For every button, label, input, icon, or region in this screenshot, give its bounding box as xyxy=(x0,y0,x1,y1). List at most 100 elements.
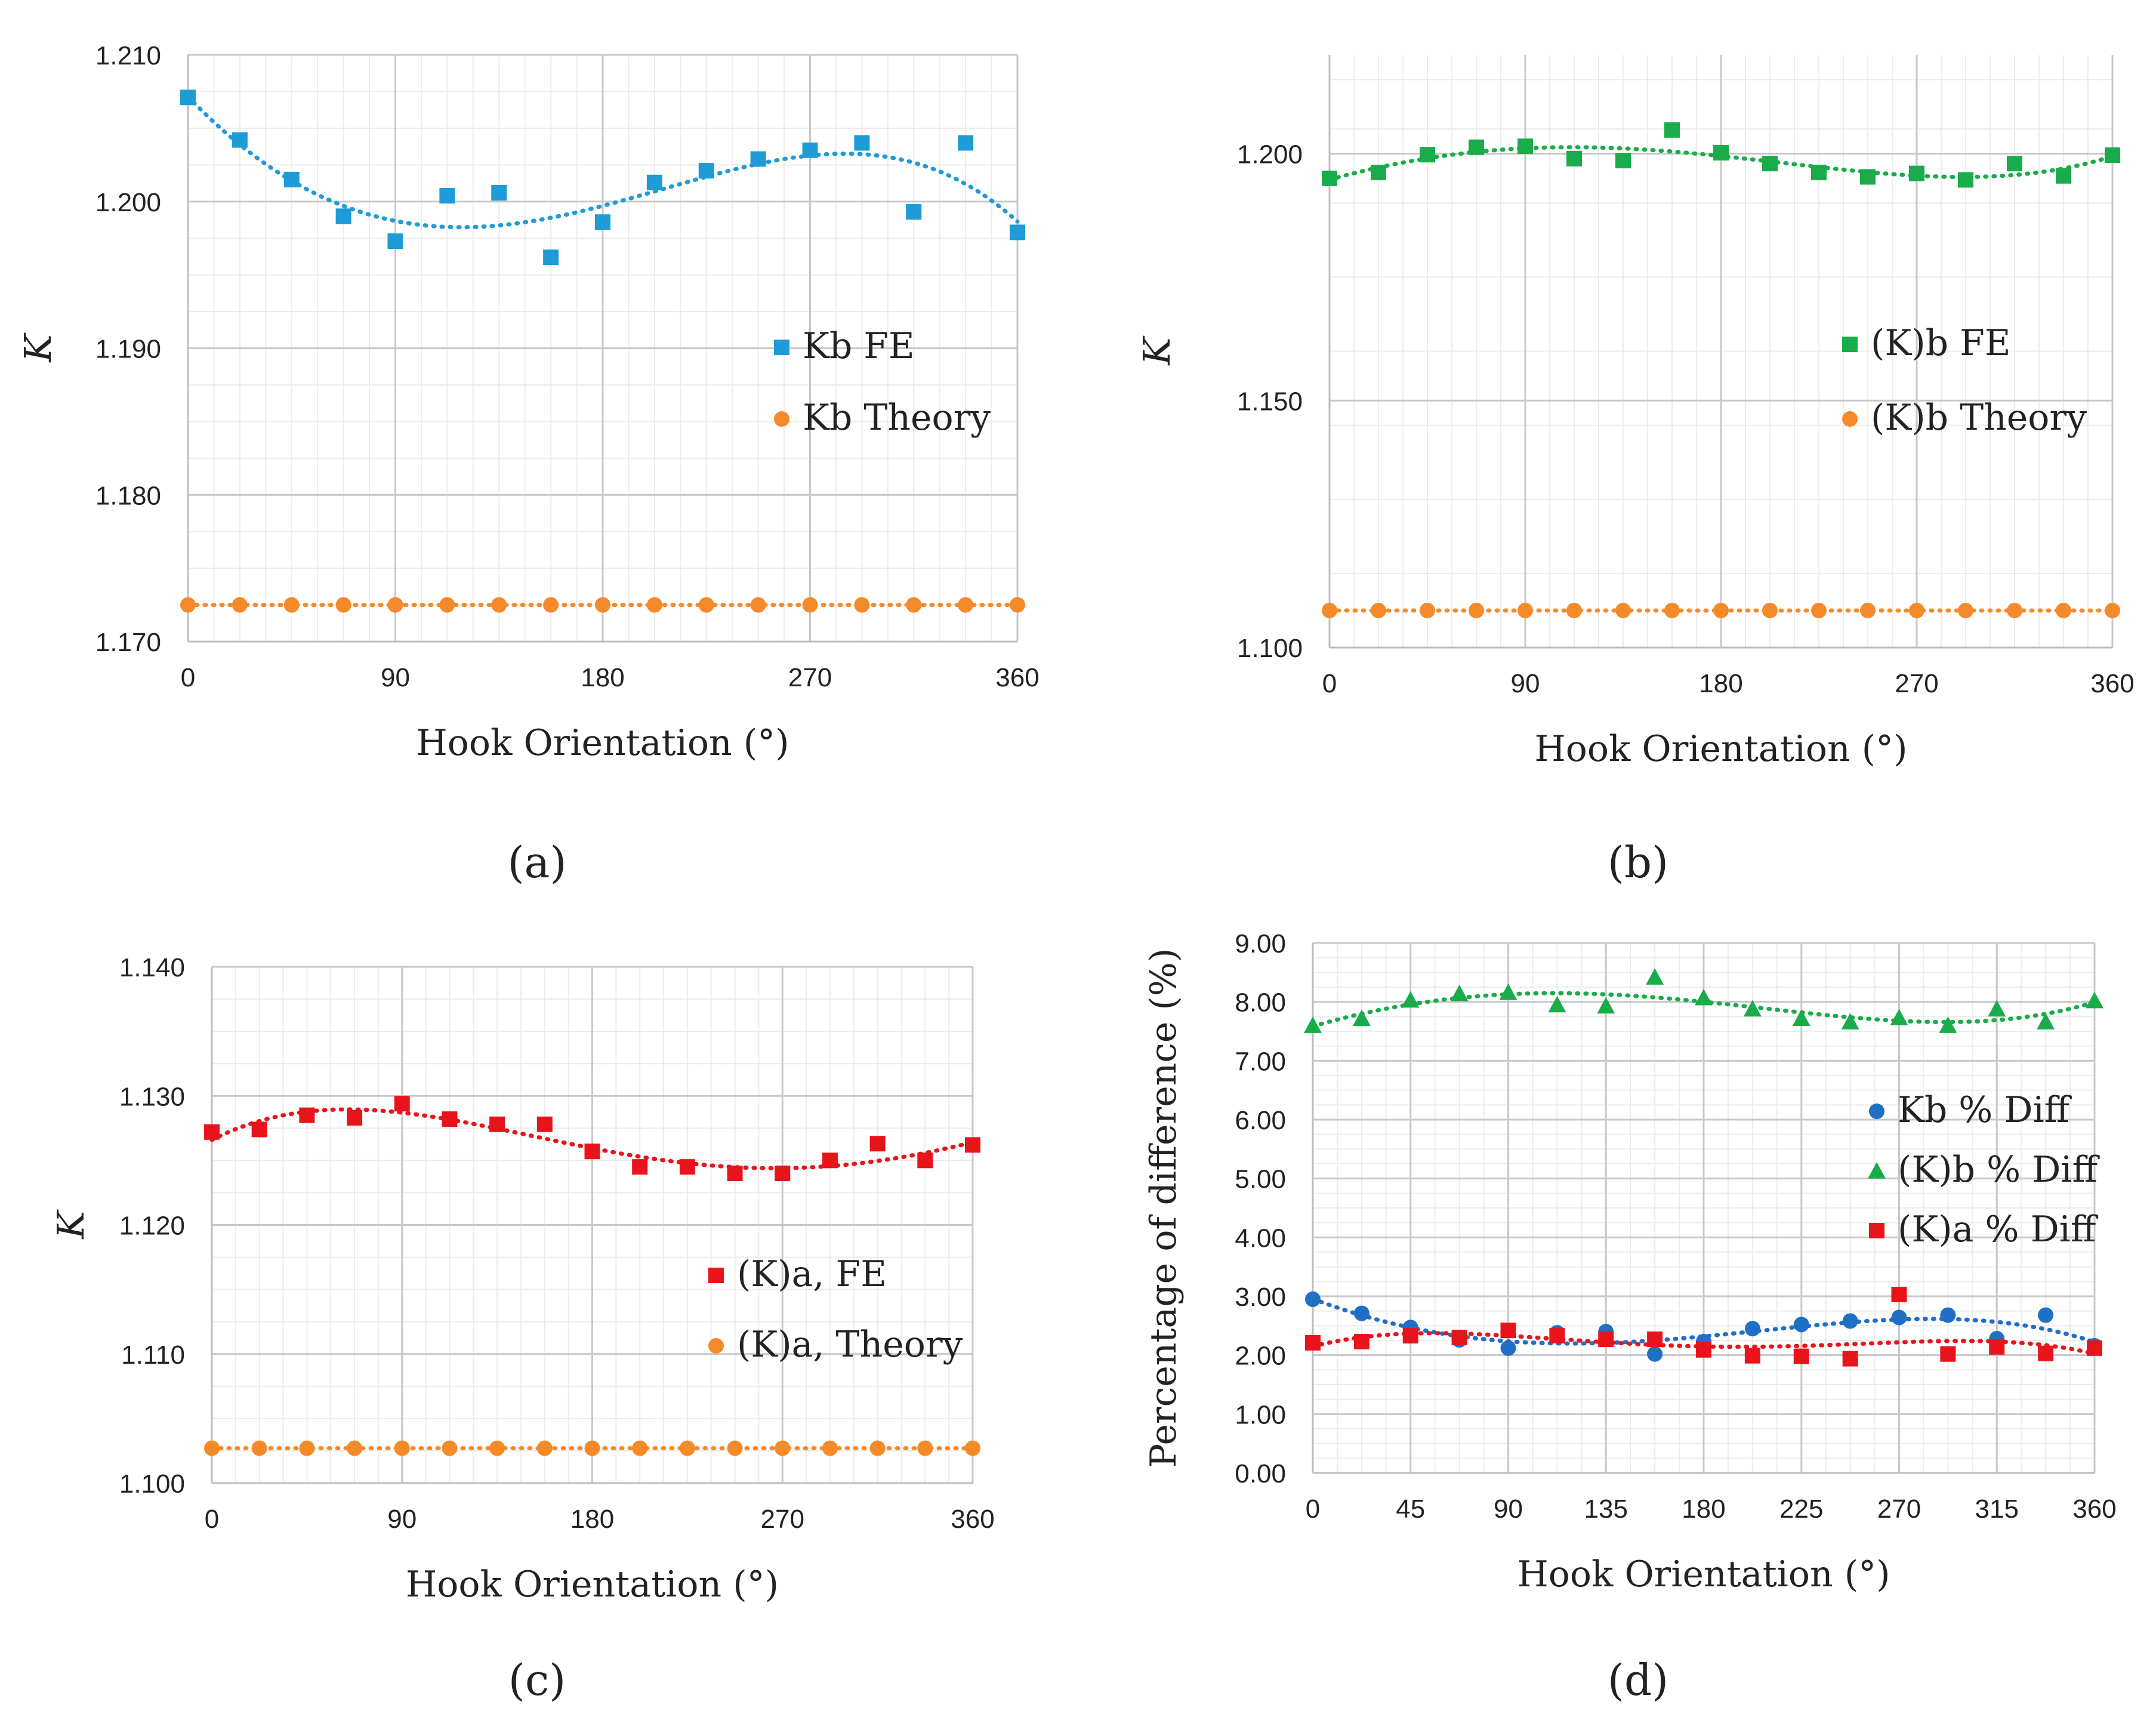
x-tick-label: 90 xyxy=(387,1505,417,1534)
data-point xyxy=(1988,1000,2006,1017)
panel-label: (b) xyxy=(1608,837,1668,887)
data-point xyxy=(1549,1328,1565,1344)
data-point xyxy=(1940,1307,1956,1323)
data-point xyxy=(1891,1287,1907,1303)
data-point xyxy=(1842,1351,1858,1367)
y-tick-label: 2.00 xyxy=(1235,1342,1286,1371)
data-point xyxy=(1371,164,1386,180)
data-point xyxy=(536,1116,553,1132)
legend-marker xyxy=(708,1268,724,1283)
legend-label: (K)a % Diff xyxy=(1898,1209,2099,1250)
y-axis-title: K xyxy=(16,332,60,363)
y-axis-title: K xyxy=(1135,335,1179,366)
data-point xyxy=(750,597,766,613)
legend-marker xyxy=(1869,1223,1884,1238)
data-point xyxy=(1792,1009,1810,1027)
y-tick-label: 1.130 xyxy=(119,1082,185,1111)
data-point xyxy=(387,233,403,249)
data-point xyxy=(906,597,922,613)
data-point xyxy=(679,1159,695,1175)
data-point xyxy=(1762,156,1778,172)
data-point xyxy=(854,597,870,613)
legend-marker xyxy=(1842,337,1858,352)
x-tick-label: 180 xyxy=(1682,1494,1725,1524)
data-point xyxy=(822,1152,838,1169)
data-point xyxy=(1811,602,1827,618)
data-point xyxy=(1420,147,1435,163)
data-point xyxy=(1989,1339,2005,1355)
legend-label: Kb % Diff xyxy=(1898,1089,2072,1131)
data-point xyxy=(2087,1340,2102,1356)
y-tick-label: 1.170 xyxy=(95,628,161,657)
data-point xyxy=(1860,602,1876,618)
data-point xyxy=(1615,602,1631,618)
data-point xyxy=(1940,1346,1956,1362)
data-point xyxy=(1353,1333,1370,1349)
data-point xyxy=(439,597,455,613)
data-point xyxy=(2007,156,2022,172)
y-tick-label: 3.00 xyxy=(1235,1283,1286,1312)
chart-panel-3: 0 90 180 270 360 1.100 1.110 1.120 1.130 1.140 Hoo… xyxy=(49,953,995,1705)
y-tick-label: 1.100 xyxy=(119,1469,185,1499)
data-point xyxy=(1762,602,1778,618)
data-point xyxy=(283,597,300,613)
trendline-0 xyxy=(1310,1296,2097,1346)
legend-marker xyxy=(774,340,789,355)
data-point xyxy=(965,1137,980,1153)
panel-label: (d) xyxy=(1608,1655,1668,1705)
legend-marker xyxy=(774,411,789,427)
data-point xyxy=(442,1440,458,1456)
data-point xyxy=(646,174,662,190)
data-point xyxy=(854,135,870,151)
data-point xyxy=(1451,1330,1467,1346)
x-tick-label: 90 xyxy=(1511,669,1540,698)
y-tick-label: 9.00 xyxy=(1235,929,1286,958)
data-point xyxy=(698,163,714,179)
data-point xyxy=(632,1440,648,1456)
y-tick-label: 1.180 xyxy=(95,481,161,510)
x-tick-label: 90 xyxy=(381,663,410,692)
y-tick-label: 1.150 xyxy=(1237,387,1303,416)
data-point xyxy=(698,597,714,613)
data-point xyxy=(180,90,196,106)
x-tick-label: 45 xyxy=(1396,1494,1425,1524)
data-point xyxy=(1695,988,1713,1006)
data-point xyxy=(1615,153,1631,169)
data-point xyxy=(1664,602,1680,618)
data-point xyxy=(1744,1321,1760,1337)
data-point xyxy=(439,187,455,204)
data-point xyxy=(232,597,248,613)
data-point xyxy=(1890,1009,1908,1026)
data-point xyxy=(283,171,300,187)
data-point xyxy=(347,1110,363,1126)
x-tick-label: 180 xyxy=(581,663,624,692)
trendline-0 xyxy=(209,1107,975,1170)
data-point xyxy=(595,597,610,613)
data-point xyxy=(584,1143,600,1160)
y-tick-label: 8.00 xyxy=(1235,988,1286,1018)
data-point xyxy=(2007,602,2022,618)
data-point xyxy=(775,1166,791,1181)
x-axis-title: Hook Orientation (°) xyxy=(416,722,789,764)
x-tick-label: 270 xyxy=(788,663,832,692)
panel-label: (a) xyxy=(507,837,566,887)
data-point xyxy=(802,597,818,613)
y-axis-title: Percentage of difference (%) xyxy=(1143,948,1185,1468)
data-point xyxy=(251,1440,267,1456)
chart-panel-1: 0 90 180 270 360 1.170 1.180 1.190 1.200 1.210 Hoo… xyxy=(16,41,1040,887)
data-point xyxy=(1566,150,1582,167)
x-tick-label: 360 xyxy=(2072,1494,2116,1524)
data-point xyxy=(394,1096,410,1112)
x-tick-label: 180 xyxy=(1699,669,1742,698)
data-point xyxy=(1713,144,1729,161)
legend-marker xyxy=(1868,1162,1886,1179)
data-point xyxy=(251,1121,267,1138)
data-point xyxy=(1517,602,1533,618)
data-point xyxy=(2105,602,2120,618)
data-point xyxy=(1598,1331,1614,1348)
data-point xyxy=(822,1440,838,1456)
data-point xyxy=(2056,602,2071,618)
data-point xyxy=(347,1440,363,1456)
x-tick-label: 0 xyxy=(205,1505,219,1534)
data-point xyxy=(727,1440,743,1456)
